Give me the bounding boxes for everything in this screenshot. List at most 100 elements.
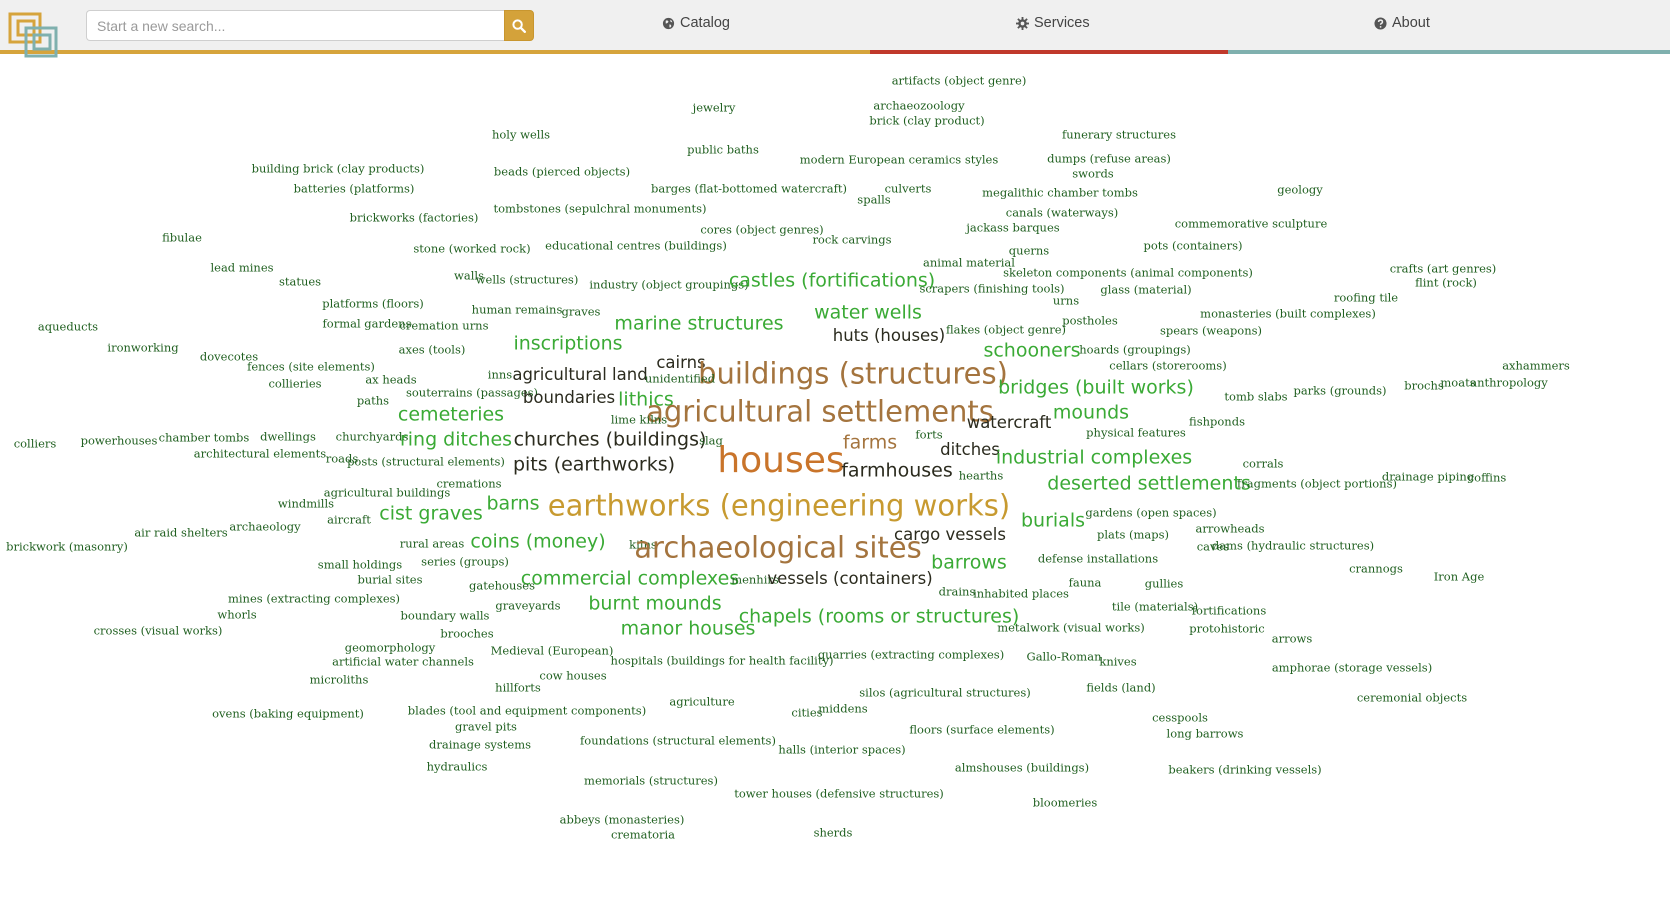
cloud-term[interactable]: barrows xyxy=(931,551,1007,574)
cloud-term[interactable]: artificial water channels xyxy=(332,654,474,669)
cloud-term[interactable]: hospitals (buildings for health facility… xyxy=(610,653,834,668)
cloud-term[interactable]: aircraft xyxy=(327,512,371,527)
cloud-term[interactable]: brickwork (masonry) xyxy=(6,539,128,554)
cloud-term[interactable]: ceremonial objects xyxy=(1356,690,1468,705)
cloud-term[interactable]: aqueducts xyxy=(37,319,99,334)
cloud-term[interactable]: boundary walls xyxy=(400,608,490,623)
cloud-term[interactable]: manor houses xyxy=(620,617,756,640)
cloud-term[interactable]: silos (agricultural structures) xyxy=(859,685,1031,700)
cloud-term[interactable]: small holdings xyxy=(317,557,403,572)
cloud-term[interactable]: souterrains (passages) xyxy=(405,385,539,400)
cloud-term[interactable]: fragments (object portions) xyxy=(1237,476,1397,491)
cloud-term[interactable]: ax heads xyxy=(365,372,417,387)
cloud-term[interactable]: boundaries xyxy=(522,387,616,407)
cloud-term[interactable]: cow houses xyxy=(539,668,607,683)
cloud-term[interactable]: commemorative sculpture xyxy=(1174,216,1328,231)
cloud-term[interactable]: culverts xyxy=(884,181,932,196)
cloud-term[interactable]: caves xyxy=(1196,539,1230,554)
cloud-term[interactable]: posts (structural elements) xyxy=(347,454,505,469)
search-button[interactable] xyxy=(504,10,534,41)
cloud-term[interactable]: cremations xyxy=(436,476,502,491)
cloud-term[interactable]: tombstones (sepulchral monuments) xyxy=(493,201,707,216)
cloud-term[interactable]: axhammers xyxy=(1502,358,1570,373)
cloud-term[interactable]: burials xyxy=(1020,509,1086,532)
cloud-term[interactable]: coffins xyxy=(1467,470,1507,485)
cloud-term[interactable]: slag xyxy=(699,433,723,448)
cloud-term[interactable]: hydraulics xyxy=(426,759,488,774)
cloud-term[interactable]: jackass barques xyxy=(966,220,1060,235)
cloud-term[interactable]: defense installations xyxy=(1037,551,1159,566)
cloud-term[interactable]: almshouses (buildings) xyxy=(954,760,1090,775)
cloud-term[interactable]: geomorphology xyxy=(344,640,436,655)
cloud-term[interactable]: axes (tools) xyxy=(398,342,466,357)
cloud-term[interactable]: lithics xyxy=(618,388,674,411)
cloud-term[interactable]: beads (pierced objects) xyxy=(493,164,631,179)
cloud-term[interactable]: pits (earthworks) xyxy=(512,453,676,476)
cloud-term[interactable]: brooches xyxy=(440,626,494,641)
cloud-term[interactable]: water wells xyxy=(814,301,922,324)
cloud-term[interactable]: physical features xyxy=(1086,425,1186,440)
cloud-term[interactable]: crematoria xyxy=(610,827,676,842)
cloud-term[interactable]: spalls xyxy=(857,192,891,207)
cloud-term[interactable]: forts xyxy=(915,427,943,442)
cloud-term[interactable]: human remains xyxy=(471,302,563,317)
cloud-term[interactable]: Iron Age xyxy=(1433,569,1485,584)
search-input[interactable] xyxy=(86,10,504,41)
cloud-term[interactable]: quarries (extracting complexes) xyxy=(817,647,1005,662)
cloud-term[interactable]: middens xyxy=(818,701,868,716)
cloud-term[interactable]: hillforts xyxy=(495,680,541,695)
cloud-term[interactable]: blades (tool and equipment components) xyxy=(407,703,647,718)
cloud-term[interactable]: holy wells xyxy=(491,127,551,142)
cloud-term[interactable]: monasteries (built complexes) xyxy=(1200,306,1376,321)
cloud-term[interactable]: fibulae xyxy=(162,230,202,245)
cloud-term[interactable]: agricultural settlements xyxy=(646,394,994,429)
cloud-term[interactable]: bridges (built works) xyxy=(998,376,1194,399)
cloud-term[interactable]: formal gardens xyxy=(322,316,412,331)
cloud-term[interactable]: tile (materials) xyxy=(1111,599,1199,614)
cloud-term[interactable]: gravel pits xyxy=(455,719,517,734)
cloud-term[interactable]: inscriptions xyxy=(513,332,623,355)
cloud-term[interactable]: collieries xyxy=(268,376,322,391)
cloud-term[interactable]: coins (money) xyxy=(470,530,606,553)
cloud-term[interactable]: ovens (baking equipment) xyxy=(212,706,364,721)
cloud-term[interactable]: agriculture xyxy=(669,694,735,709)
cloud-term[interactable]: burial sites xyxy=(357,572,423,587)
cloud-term[interactable]: canals (waterways) xyxy=(1005,205,1119,220)
cloud-term[interactable]: public baths xyxy=(687,142,759,157)
cloud-term[interactable]: buildings (structures) xyxy=(698,356,1008,391)
cloud-term[interactable]: scrapers (finishing tools) xyxy=(919,281,1065,296)
cloud-term[interactable]: roads xyxy=(325,451,359,466)
cloud-term[interactable]: tower houses (defensive structures) xyxy=(734,786,944,801)
cloud-term[interactable]: cremation urns xyxy=(399,318,489,333)
cloud-term[interactable]: gardens (open spaces) xyxy=(1085,505,1217,520)
cloud-term[interactable]: crafts (art genres) xyxy=(1389,261,1497,276)
cloud-term[interactable]: chamber tombs xyxy=(158,430,250,445)
cloud-term[interactable]: stone (worked rock) xyxy=(413,241,531,256)
cloud-term[interactable]: urns xyxy=(1052,293,1080,308)
cloud-term[interactable]: series (groups) xyxy=(421,554,509,569)
cloud-term[interactable]: Gallo-Roman xyxy=(1026,649,1102,664)
cloud-term[interactable]: building brick (clay products) xyxy=(251,161,425,176)
cloud-term[interactable]: farmhouses xyxy=(841,459,953,482)
cloud-term[interactable]: glass (material) xyxy=(1100,282,1192,297)
cloud-term[interactable]: rock carvings xyxy=(812,232,892,247)
cloud-term[interactable]: plats (maps) xyxy=(1096,527,1170,542)
cloud-term[interactable]: batteries (platforms) xyxy=(293,181,415,196)
cloud-term[interactable]: ditches xyxy=(940,439,1000,459)
cloud-term[interactable]: archaeozoology xyxy=(873,98,965,113)
cloud-term[interactable]: long barrows xyxy=(1166,726,1244,741)
cloud-term[interactable]: cities xyxy=(791,705,823,720)
cloud-term[interactable]: amphorae (storage vessels) xyxy=(1271,660,1433,675)
cloud-term[interactable]: mines (extracting complexes) xyxy=(227,591,401,606)
cloud-term[interactable]: skeleton components (animal components) xyxy=(1003,265,1253,280)
cloud-term[interactable]: agricultural buildings xyxy=(323,485,451,500)
cloud-term[interactable]: castles (fortifications) xyxy=(728,269,936,292)
nav-services[interactable]: Services xyxy=(1016,15,1090,31)
cloud-term[interactable]: pots (containers) xyxy=(1143,238,1243,253)
cloud-term[interactable]: Medieval (European) xyxy=(490,643,614,658)
cloud-term[interactable]: cores (object genres) xyxy=(700,222,824,237)
cloud-term[interactable]: platforms (floors) xyxy=(322,296,424,311)
cloud-term[interactable]: whorls xyxy=(217,607,257,622)
cloud-term[interactable]: cargo vessels xyxy=(894,524,1006,544)
cloud-term[interactable]: ironworking xyxy=(107,340,179,355)
